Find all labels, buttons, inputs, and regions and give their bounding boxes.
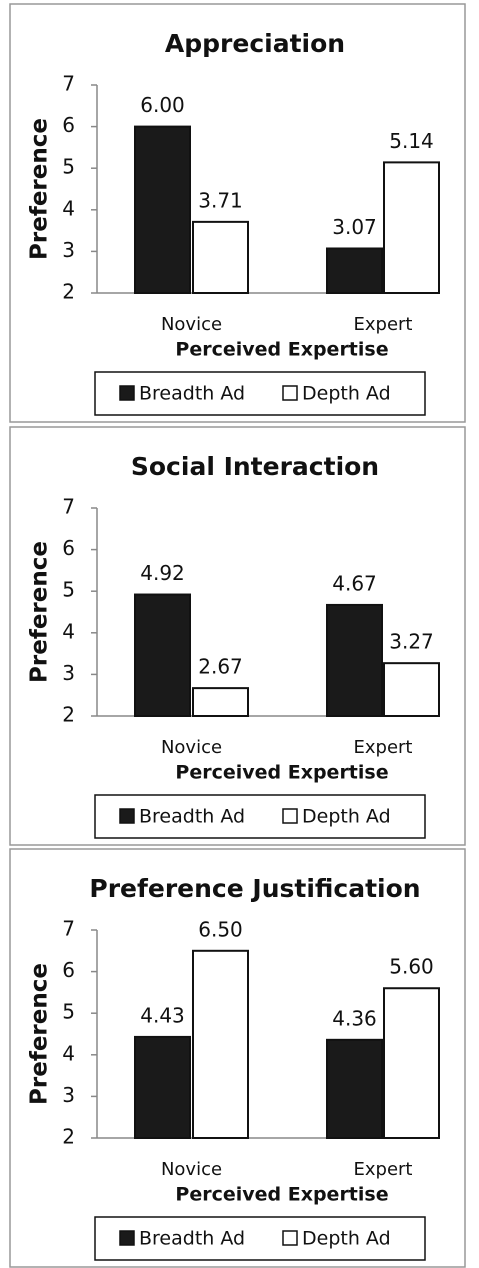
data-label: 5.60 — [389, 955, 434, 979]
y-tick-label: 2 — [62, 703, 75, 727]
data-label: 3.27 — [389, 630, 434, 654]
bar — [326, 247, 383, 295]
panel-border — [9, 3, 466, 423]
chart-panel: Preference Justification 2 3 4 5 6 7 Preference… — [9, 848, 466, 1268]
y-tick-label: 2 — [62, 280, 75, 304]
x-tick-label: Novice — [161, 737, 222, 758]
bar — [383, 161, 440, 294]
y-tick-label: 3 — [62, 1083, 75, 1107]
data-label: 5.14 — [389, 129, 434, 153]
legend-label: Depth Ad — [302, 806, 391, 828]
data-label: 4.92 — [140, 561, 185, 585]
legend-label: Breadth Ad — [139, 1228, 245, 1250]
legend-swatch — [282, 808, 298, 824]
legend-label: Breadth Ad — [139, 383, 245, 405]
y-tick-label: 3 — [62, 661, 75, 685]
x-tick-label: Expert — [354, 1159, 413, 1180]
data-label: 6.00 — [140, 93, 185, 117]
y-tick-label: 4 — [62, 1041, 75, 1065]
y-tick-label: 5 — [62, 1000, 75, 1024]
y-axis-label: Preference — [27, 963, 53, 1105]
x-tick-label: Novice — [161, 314, 222, 335]
legend-label: Depth Ad — [302, 1228, 391, 1250]
x-axis-label: Perceived Expertise — [175, 1184, 388, 1206]
chart-panel: Appreciation 2 3 4 5 6 7 Preference Perceived Ex… — [9, 3, 466, 423]
y-tick-label: 6 — [62, 958, 75, 982]
data-label: 3.07 — [332, 215, 377, 239]
legend-box — [94, 371, 426, 416]
bar — [383, 662, 440, 717]
legend-swatch — [119, 1230, 135, 1246]
data-label: 2.67 — [198, 655, 243, 679]
x-axis-label: Perceived Expertise — [175, 339, 388, 361]
legend-swatch — [282, 385, 298, 401]
bar — [326, 1038, 383, 1140]
y-tick-label: 5 — [62, 578, 75, 602]
x-tick-label: Expert — [354, 314, 413, 335]
legend-swatch — [119, 808, 135, 824]
legend-label: Depth Ad — [302, 383, 391, 405]
data-label: 3.71 — [198, 188, 243, 212]
y-tick-label: 6 — [62, 536, 75, 560]
legend-label: Breadth Ad — [139, 806, 245, 828]
y-axis-label: Preference — [27, 118, 53, 260]
data-label: 4.36 — [332, 1006, 377, 1030]
y-tick-label: 2 — [62, 1125, 75, 1149]
bar — [134, 125, 191, 294]
y-tick-label: 5 — [62, 155, 75, 179]
x-tick-label: Novice — [161, 1159, 222, 1180]
y-tick-label: 6 — [62, 113, 75, 137]
legend-swatch — [282, 1230, 298, 1246]
x-tick-label: Expert — [354, 737, 413, 758]
chart-title: Appreciation — [165, 29, 345, 58]
data-label: 4.67 — [332, 571, 377, 595]
data-label: 6.50 — [198, 917, 243, 941]
y-tick-label: 4 — [62, 196, 75, 220]
chart-panel: Social Interaction 2 3 4 5 6 7 Preference Percei… — [9, 426, 466, 846]
bar — [326, 603, 383, 717]
bar — [192, 220, 249, 294]
chart-title: Social Interaction — [131, 452, 379, 481]
legend-box — [94, 1216, 426, 1261]
x-axis-label: Perceived Expertise — [175, 762, 388, 784]
legend-box — [94, 794, 426, 839]
panel-border — [9, 848, 466, 1268]
y-tick-label: 4 — [62, 619, 75, 643]
y-axis-label: Preference — [27, 541, 53, 683]
bar — [383, 987, 440, 1139]
y-tick-label: 7 — [62, 72, 75, 96]
bar — [192, 687, 249, 717]
y-tick-label: 7 — [62, 917, 75, 941]
legend-swatch — [119, 385, 135, 401]
y-tick-label: 3 — [62, 238, 75, 262]
chart-title: Preference Justification — [89, 874, 420, 903]
bar — [134, 593, 191, 717]
bar — [134, 1035, 191, 1139]
bar — [192, 949, 249, 1139]
data-label: 4.43 — [140, 1003, 185, 1027]
panel-border — [9, 426, 466, 846]
y-tick-label: 7 — [62, 495, 75, 519]
